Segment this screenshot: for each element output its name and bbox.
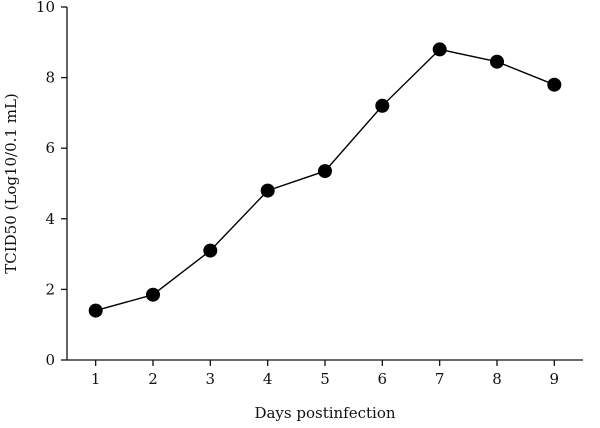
x-tick-label: 5: [320, 370, 330, 388]
data-point: [490, 54, 504, 69]
x-tick-label: 9: [550, 370, 560, 388]
data-point: [203, 243, 218, 258]
x-tick-label: 4: [263, 370, 273, 388]
y-tick-label: 8: [45, 69, 55, 87]
data-point: [318, 164, 332, 179]
y-tick-label: 0: [45, 351, 55, 369]
data-point: [432, 42, 447, 57]
series: [88, 42, 562, 318]
x-tick-label: 8: [492, 370, 502, 388]
axes: [66, 7, 583, 361]
y-tick-label: 2: [45, 280, 55, 298]
x-tick-label: 7: [435, 370, 445, 388]
x-tick-label: 2: [148, 370, 158, 388]
data-point: [375, 98, 390, 113]
x-tick-label: 3: [206, 370, 216, 388]
series-line: [95, 48, 555, 312]
data-point: [146, 287, 160, 302]
y-tick-label: 10: [36, 0, 55, 16]
data-point: [88, 303, 103, 318]
data-point: [260, 183, 275, 198]
y-tick-label: 6: [45, 139, 55, 157]
x-axis-title: Days postinfection: [254, 404, 395, 422]
y-tick-label: 4: [45, 210, 55, 228]
y-axis-title: TCID50 (Log10/0.1 mL): [2, 93, 20, 274]
x-tick-label: 1: [91, 370, 101, 388]
data-point: [547, 77, 562, 92]
x-tick-label: 6: [378, 370, 388, 388]
